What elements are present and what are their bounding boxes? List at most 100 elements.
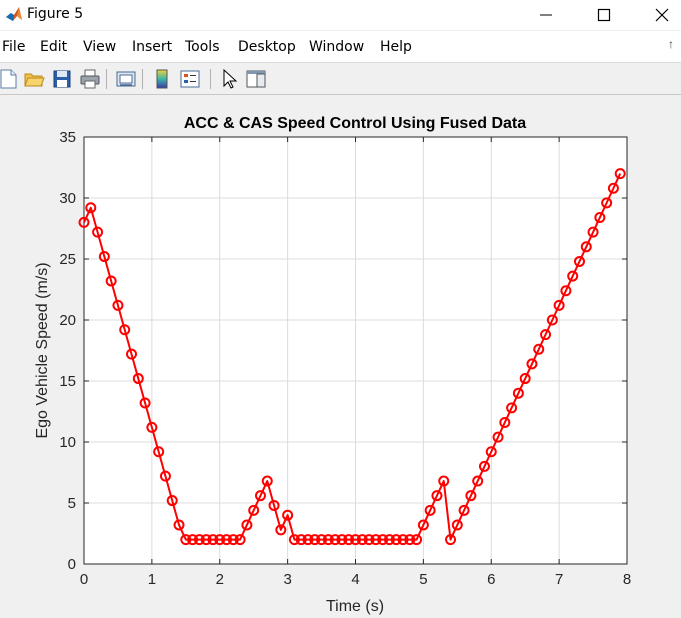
- y-tick-label: 30: [59, 190, 76, 207]
- data-point-marker: [350, 534, 361, 546]
- data-point-marker: [580, 241, 592, 253]
- data-point-marker: [112, 299, 124, 311]
- dock-arrow-icon[interactable]: ↑: [668, 37, 674, 51]
- data-point-marker: [302, 534, 314, 546]
- data-point-marker: [363, 534, 375, 546]
- data-point-marker: [295, 534, 307, 546]
- data-point-marker: [166, 495, 178, 507]
- y-tick-label: 15: [59, 373, 76, 390]
- minimize-icon: [540, 14, 552, 16]
- data-point-marker: [404, 534, 416, 546]
- data-point-marker: [540, 329, 552, 341]
- new-figure-icon: [0, 69, 17, 89]
- data-point-marker: [397, 534, 409, 546]
- data-series: [78, 168, 626, 546]
- property-inspector-icon: [246, 70, 266, 88]
- data-point-marker: [132, 373, 144, 385]
- data-point-marker: [601, 197, 613, 209]
- y-tick-label: 20: [59, 312, 76, 329]
- data-point-marker: [173, 519, 185, 531]
- menu-insert[interactable]: Insert: [132, 39, 173, 55]
- data-point-marker: [485, 446, 497, 458]
- plot-area[interactable]: 0 1 2 3 4 5 6 7 8 0 5 10 15 20 25 30 35 ACC & CAS Speed…: [0, 96, 681, 618]
- x-axis-label: Time (s): [326, 598, 384, 615]
- x-tick-label: 1: [148, 571, 156, 588]
- link-plot-button[interactable]: [114, 67, 138, 91]
- data-point-marker: [98, 251, 110, 263]
- data-point-marker: [546, 314, 558, 326]
- axis-ticks: [83, 136, 628, 565]
- x-tick-label: 7: [555, 571, 563, 588]
- close-icon: [655, 8, 669, 22]
- data-point-marker: [573, 255, 585, 267]
- data-point-marker: [261, 475, 273, 487]
- data-point-marker: [472, 475, 484, 487]
- data-point-marker: [499, 416, 511, 428]
- figure-canvas[interactable]: 0 1 2 3 4 5 6 7 8 0 5 10 15 20 25 30 35 ACC & CAS Speed…: [0, 96, 681, 618]
- data-point-marker: [458, 504, 470, 516]
- y-tick-label: 25: [59, 251, 76, 268]
- data-point-marker: [424, 504, 436, 516]
- data-point-marker: [309, 534, 321, 546]
- print-icon: [80, 69, 100, 89]
- new-figure-button[interactable]: [0, 67, 20, 91]
- menu-desktop[interactable]: Desktop: [238, 39, 296, 55]
- data-point-marker: [356, 534, 368, 546]
- data-point-marker: [268, 499, 280, 511]
- data-point-marker: [254, 490, 266, 502]
- menu-window[interactable]: Window: [309, 39, 365, 55]
- menu-view[interactable]: View: [83, 39, 117, 55]
- link-plot-icon: [116, 71, 136, 87]
- data-point-marker: [438, 475, 450, 487]
- colorbar-button[interactable]: [150, 67, 174, 91]
- data-point-marker: [431, 490, 443, 502]
- maximize-button[interactable]: [575, 0, 633, 30]
- y-tick-label: 0: [68, 556, 76, 573]
- edit-plot-button[interactable]: [218, 67, 242, 91]
- data-point-marker: [607, 182, 619, 194]
- data-point-marker: [451, 519, 463, 531]
- save-icon: [53, 70, 71, 88]
- data-point-marker: [560, 285, 572, 297]
- y-tick-label: 10: [59, 434, 76, 451]
- property-inspector-button[interactable]: [244, 67, 268, 91]
- menu-file[interactable]: File: [2, 39, 26, 55]
- data-point-marker: [417, 519, 429, 531]
- x-tick-label: 0: [80, 571, 88, 588]
- data-point-marker: [329, 534, 341, 546]
- x-tick-label: 6: [487, 571, 495, 588]
- data-point-marker: [288, 534, 300, 546]
- data-point-marker: [105, 275, 117, 287]
- y-tick-label: 5: [68, 495, 76, 512]
- data-point-marker: [200, 534, 212, 546]
- y-axis-label: Ego Vehicle Speed (m/s): [34, 262, 51, 438]
- data-point-marker: [567, 270, 579, 282]
- data-point-marker: [139, 397, 151, 409]
- menu-tools[interactable]: Tools: [185, 39, 220, 55]
- legend-button[interactable]: [178, 67, 202, 91]
- close-button[interactable]: [633, 0, 681, 30]
- minimize-button[interactable]: [517, 0, 575, 30]
- data-point-marker: [187, 534, 199, 546]
- open-file-button[interactable]: [22, 67, 46, 91]
- grid-lines: [83, 136, 628, 565]
- data-point-marker: [383, 534, 395, 546]
- data-point-marker: [234, 534, 246, 546]
- menu-edit[interactable]: Edit: [40, 39, 68, 55]
- open-file-icon: [24, 73, 45, 87]
- menu-help[interactable]: Help: [380, 39, 412, 55]
- data-point-marker: [370, 534, 382, 546]
- chart-title: ACC & CAS Speed Control Using Fused Data: [184, 115, 526, 132]
- print-button[interactable]: [78, 67, 102, 91]
- data-point-marker: [614, 168, 626, 180]
- data-point-marker: [214, 534, 226, 546]
- title-bar: Figure 5: [0, 0, 681, 30]
- data-point-marker: [519, 373, 531, 385]
- data-point-marker: [193, 534, 205, 546]
- maximize-icon: [597, 8, 611, 22]
- toolbar-separator: [142, 69, 143, 89]
- save-button[interactable]: [50, 67, 74, 91]
- data-point-marker: [587, 226, 599, 238]
- data-point-marker: [92, 226, 104, 238]
